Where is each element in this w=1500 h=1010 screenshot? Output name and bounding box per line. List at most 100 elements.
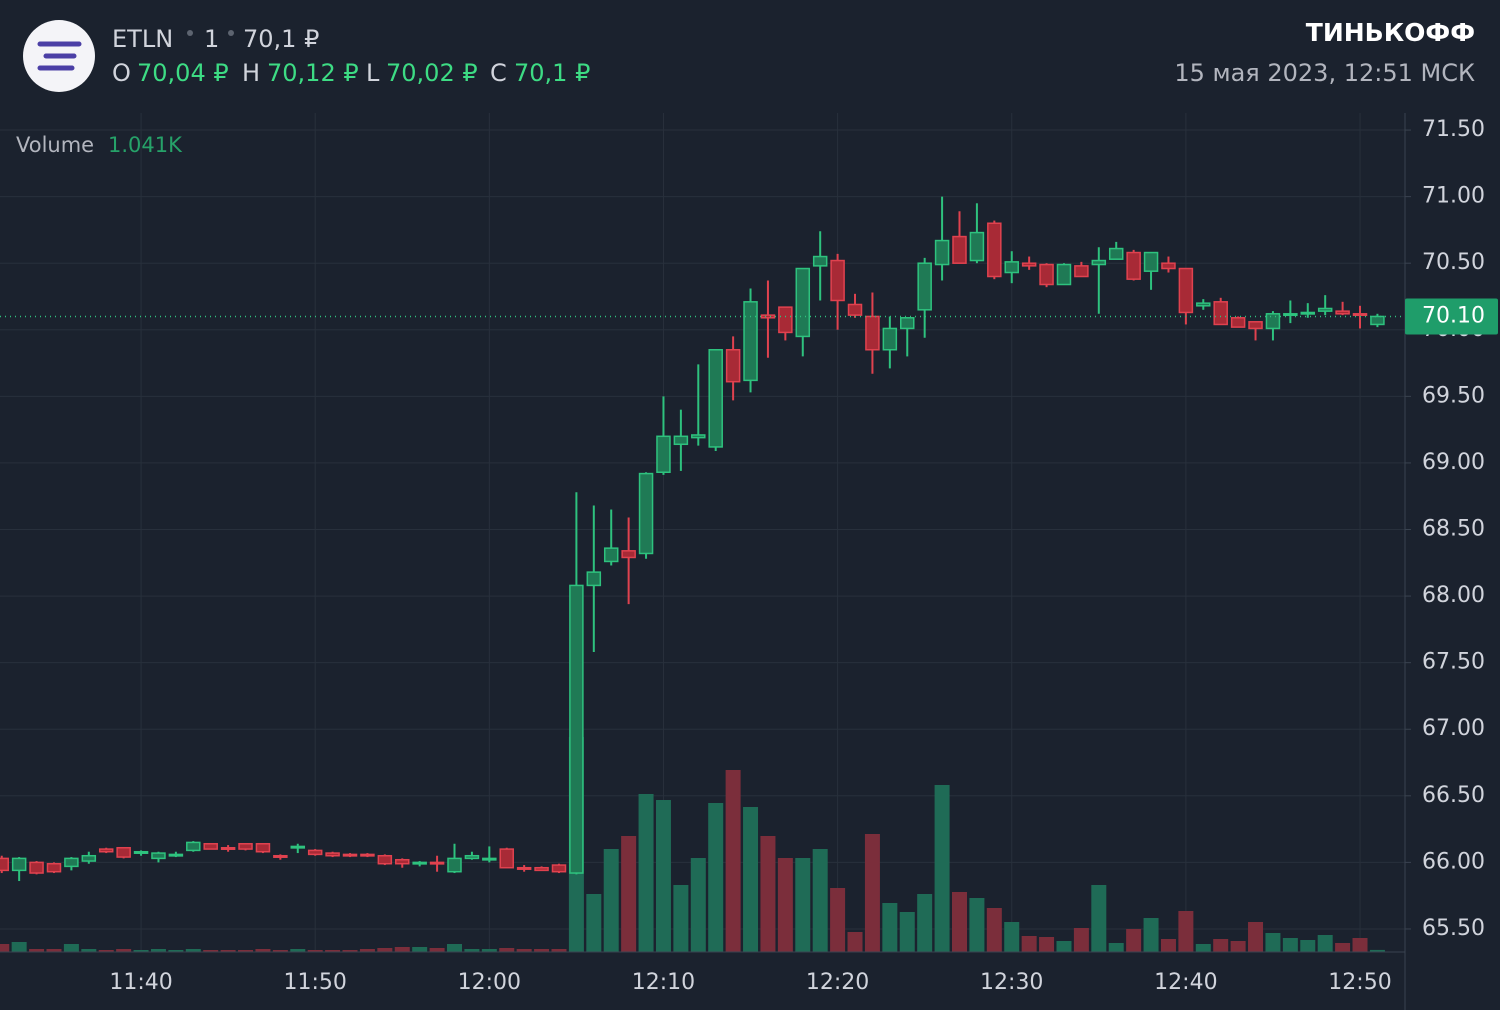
candle-body: [534, 866, 549, 872]
candle-body: [743, 301, 758, 382]
volume-bar: [534, 949, 550, 952]
volume-bar: [394, 947, 410, 952]
candle-body: [725, 348, 741, 383]
candle-body: [1039, 263, 1054, 286]
volume-bar: [1248, 922, 1264, 952]
candle-body: [1352, 313, 1368, 317]
volume-bar: [325, 950, 341, 952]
volume-bar: [516, 949, 532, 952]
candle-body: [1143, 251, 1159, 272]
volume-bar: [725, 770, 741, 952]
volume-bar: [203, 950, 219, 952]
volume-bar: [655, 800, 671, 952]
candle-body: [447, 857, 462, 873]
candle-body: [325, 852, 340, 857]
volume-bar: [116, 949, 132, 952]
candle-body: [186, 841, 201, 852]
volume-bar: [917, 894, 933, 952]
volume-bar: [986, 908, 1002, 952]
last-price-label: 70.10: [1422, 303, 1485, 328]
candle-body: [1021, 262, 1037, 267]
candle-body: [499, 848, 514, 869]
candle-body: [1265, 313, 1281, 330]
volume-bar: [690, 858, 706, 952]
volume-bar: [777, 858, 793, 952]
candle-body: [342, 853, 358, 857]
candle-body: [569, 584, 584, 874]
candle-body: [830, 259, 845, 302]
volume-bar: [760, 836, 776, 952]
datetime: 15 мая 2023, 12:51 МСК: [1174, 59, 1475, 87]
volume-bar: [377, 948, 393, 952]
volume-bar: [743, 807, 759, 952]
volume-bar: [1056, 941, 1072, 952]
volume-label: Volume: [16, 133, 94, 157]
candle-body: [290, 845, 306, 849]
candle-body: [46, 862, 62, 873]
candle-body: [1108, 247, 1124, 260]
volume-bar: [499, 948, 515, 952]
candle-body: [900, 317, 915, 330]
x-tick-label: 12:50: [1328, 970, 1391, 995]
candle-body: [778, 306, 793, 334]
y-tick-label: 71.50: [1422, 117, 1485, 142]
volume-bar: [1317, 935, 1333, 952]
candle-body: [1161, 262, 1176, 270]
candle-body: [412, 861, 427, 865]
y-tick-label: 67.00: [1422, 716, 1485, 741]
candle-body: [29, 861, 44, 874]
candle-body: [708, 348, 723, 448]
volume-bar: [359, 949, 375, 952]
candle-body: [116, 846, 131, 858]
volume-bar: [168, 950, 184, 952]
candle-body: [656, 435, 671, 473]
volume-bar: [1352, 938, 1368, 952]
candle-body: [603, 547, 619, 563]
volume-bar: [446, 944, 462, 952]
x-tick-label: 12:30: [980, 970, 1043, 995]
volume-bar: [899, 912, 915, 952]
candle-body: [1004, 261, 1019, 274]
candle-body: [882, 327, 898, 351]
volume-bar: [551, 949, 567, 952]
candle-body: [64, 857, 79, 868]
volume-bar: [638, 794, 654, 952]
volume-bar: [481, 949, 497, 952]
ohlc-key: L: [366, 59, 380, 87]
volume-bar: [882, 903, 898, 952]
separator: [187, 30, 193, 36]
volume-pane: [0, 737, 1385, 952]
volume-bar: [603, 849, 619, 952]
volume-bar: [586, 894, 602, 952]
volume-bar: [342, 950, 358, 952]
candle-body: [168, 853, 184, 857]
candle-body: [255, 842, 271, 853]
candle-body: [586, 571, 602, 587]
candle-body: [273, 854, 288, 858]
y-tick-label: 66.50: [1422, 783, 1485, 808]
x-tick-label: 12:40: [1154, 970, 1217, 995]
y-tick-label: 71.00: [1422, 184, 1485, 209]
ohlc-value: 70,1 ₽: [514, 59, 590, 87]
volume-bar: [11, 942, 27, 952]
candle-body: [1091, 259, 1107, 266]
candle-body: [760, 314, 776, 319]
candle-body: [673, 435, 689, 446]
volume-bar: [81, 949, 97, 952]
volume-bar: [1195, 944, 1211, 952]
candle-body: [969, 231, 985, 262]
candle-body: [1213, 301, 1228, 326]
candle-body: [377, 854, 393, 865]
candle-body: [220, 846, 236, 850]
volume-bar: [46, 949, 62, 952]
y-tick-label: 69.50: [1422, 383, 1485, 408]
ohlc-value: 70,04 ₽: [137, 59, 229, 87]
last-price-box: [1405, 298, 1498, 335]
candle-body: [987, 222, 1002, 278]
candle-body: [1230, 317, 1246, 328]
volume-bar: [1039, 937, 1055, 952]
volume-bar: [934, 785, 950, 952]
candle-body: [1126, 251, 1141, 280]
volume-bar: [63, 944, 79, 952]
